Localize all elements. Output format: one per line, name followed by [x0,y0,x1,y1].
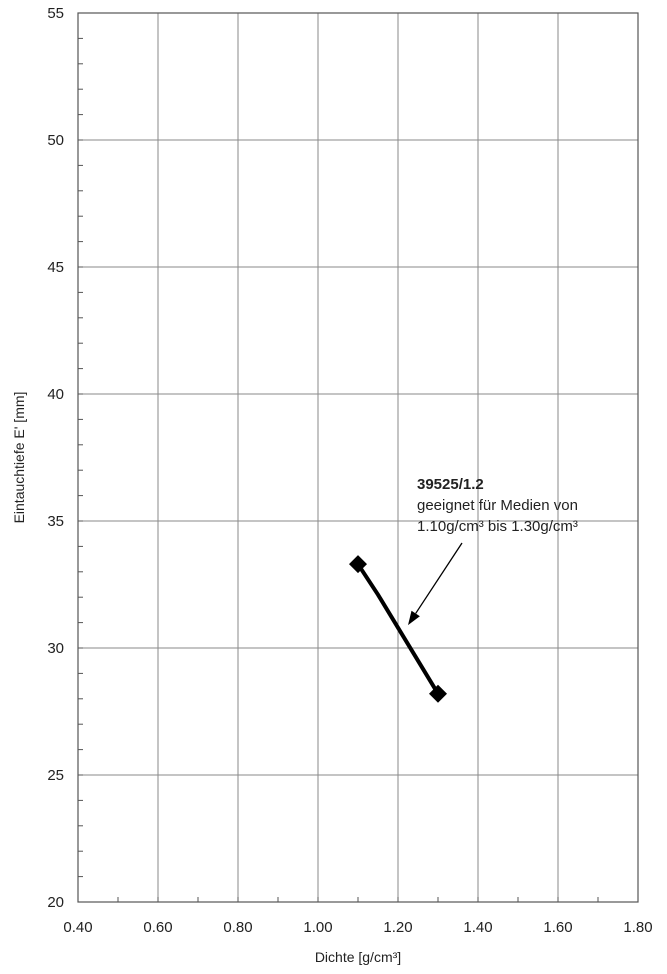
x-axis-title: Dichte [g/cm³] [315,949,401,965]
x-tick-label: 0.60 [143,919,172,936]
annotation-title: 39525/1.2 [417,476,484,493]
y-tick-label: 20 [47,894,64,911]
y-tick-label: 50 [47,132,64,149]
data-point-marker [349,555,367,574]
y-tick-labels: 20 25 30 35 40 45 50 55 [47,5,64,911]
x-tick-label: 1.60 [543,919,572,936]
y-tick-label: 45 [47,259,64,276]
data-point-marker [429,684,447,703]
x-tick-label: 0.40 [63,919,92,936]
annotation: 39525/1.2 geeignet für Medien von 1.10g/… [408,476,578,626]
series-line [356,562,440,696]
x-tick-label: 1.40 [463,919,492,936]
series-layer [349,555,447,703]
grid-layer [78,13,638,902]
annotation-arrowhead [408,610,420,626]
annotation-line-1: geeignet für Medien von [417,497,578,514]
y-tick-label: 30 [47,640,64,657]
x-tick-label: 1.00 [303,919,332,936]
x-tick-label: 1.80 [623,919,652,936]
annotation-line-2: 1.10g/cm³ bis 1.30g/cm³ [417,518,578,535]
plot-frame [77,12,639,903]
x-tick-labels: 0.40 0.60 0.80 1.00 1.20 1.40 1.60 1.80 [63,919,652,936]
annotation-arrow [415,542,463,614]
y-tick-label: 55 [47,5,64,22]
minor-ticks [78,37,599,902]
y-tick-label: 40 [47,386,64,403]
y-tick-label: 35 [47,513,64,530]
y-tick-label: 25 [47,767,64,784]
x-tick-label: 0.80 [223,919,252,936]
x-tick-label: 1.20 [383,919,412,936]
y-axis-title: Eintauchtiefe E' [mm] [11,392,27,524]
